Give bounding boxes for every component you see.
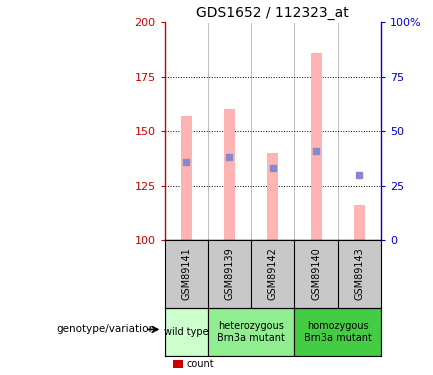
Bar bbox=[181, 116, 192, 240]
Bar bbox=[165, 308, 208, 356]
Bar bbox=[311, 53, 322, 240]
Text: homozygous
Brn3a mutant: homozygous Brn3a mutant bbox=[304, 321, 372, 343]
Bar bbox=[224, 110, 235, 240]
Bar bbox=[354, 205, 365, 240]
Text: GSM89143: GSM89143 bbox=[354, 248, 365, 300]
Bar bbox=[268, 153, 278, 240]
Text: GSM89142: GSM89142 bbox=[268, 248, 278, 300]
Title: GDS1652 / 112323_at: GDS1652 / 112323_at bbox=[197, 6, 349, 20]
Text: GSM89141: GSM89141 bbox=[181, 248, 191, 300]
Text: GSM89140: GSM89140 bbox=[311, 248, 321, 300]
Text: wild type: wild type bbox=[164, 327, 209, 337]
Bar bbox=[294, 308, 381, 356]
Text: GSM89139: GSM89139 bbox=[224, 248, 235, 300]
Bar bbox=[208, 308, 294, 356]
Text: heterozygous
Brn3a mutant: heterozygous Brn3a mutant bbox=[217, 321, 285, 343]
Text: count: count bbox=[186, 359, 214, 369]
Text: genotype/variation: genotype/variation bbox=[57, 324, 156, 334]
